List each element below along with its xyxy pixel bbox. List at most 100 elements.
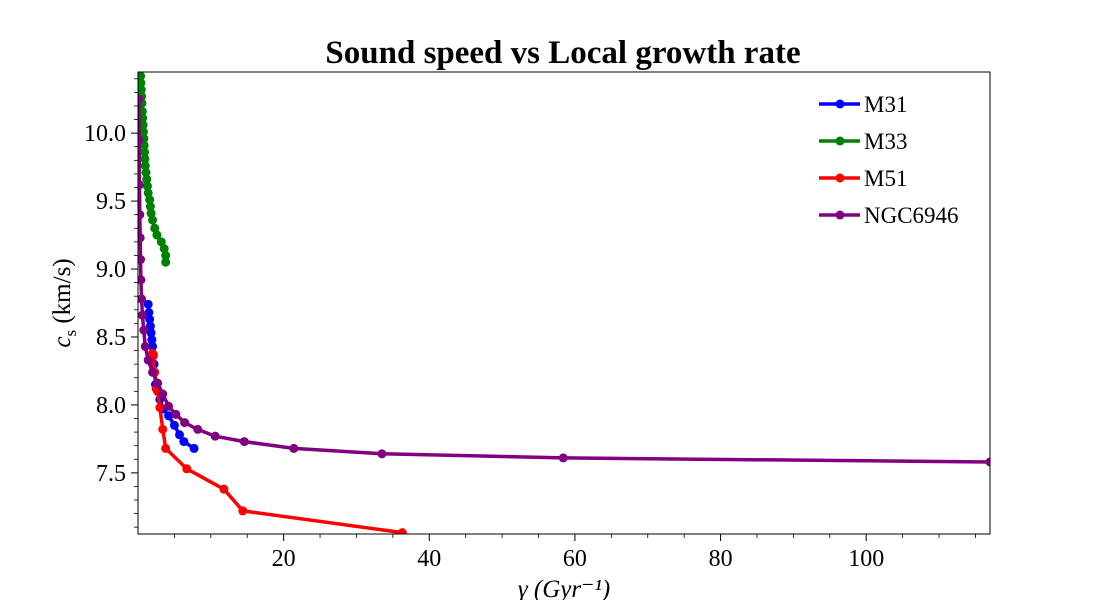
- data-point: [193, 424, 203, 434]
- x-tick-label: 60: [563, 546, 587, 572]
- series-layer: [138, 72, 990, 534]
- data-point: [143, 355, 153, 365]
- legend-item: M51: [819, 166, 907, 191]
- data-point: [985, 457, 990, 467]
- data-point: [377, 449, 387, 459]
- data-point: [158, 389, 168, 399]
- data-point: [145, 321, 155, 331]
- data-point: [148, 341, 158, 351]
- legend-marker: [835, 210, 845, 220]
- data-point: [175, 430, 185, 440]
- data-point: [139, 325, 149, 335]
- legend-label: M31: [864, 92, 907, 117]
- legend-label: NGC6946: [864, 203, 959, 228]
- data-point: [141, 168, 151, 178]
- x-axis-label: γ (Gyr⁻¹): [518, 576, 610, 600]
- y-tick-label: 9.5: [96, 189, 126, 215]
- y-axis: 7.5 8.0 8.5 9.0 9.5 10.0: [84, 78, 138, 528]
- data-point: [146, 208, 156, 218]
- data-point: [397, 528, 407, 534]
- x-tick-label: 80: [709, 546, 733, 572]
- legend-item: M31: [819, 92, 907, 117]
- legend-marker: [835, 173, 845, 183]
- data-point: [138, 94, 144, 104]
- data-point: [152, 230, 162, 240]
- data-point: [138, 180, 144, 190]
- series-line: [150, 352, 403, 534]
- data-point: [289, 443, 299, 453]
- data-point: [164, 401, 174, 411]
- data-point: [138, 210, 145, 220]
- series-line: [138, 99, 990, 464]
- data-point: [146, 328, 156, 338]
- data-point: [161, 250, 171, 260]
- data-point: [169, 420, 179, 430]
- data-point: [138, 135, 144, 145]
- data-point: [140, 161, 150, 171]
- data-point: [147, 335, 157, 345]
- legend-item: NGC6946: [819, 203, 959, 228]
- data-point: [158, 424, 168, 434]
- y-tick-label: 8.5: [96, 325, 126, 351]
- data-point: [145, 314, 155, 324]
- data-point: [138, 275, 146, 285]
- data-point: [143, 299, 153, 309]
- data-point: [155, 403, 165, 413]
- data-point: [138, 127, 148, 137]
- data-point: [148, 215, 158, 225]
- data-point: [150, 223, 160, 233]
- y-tick-label: 7.5: [96, 461, 126, 487]
- legend-label: M33: [864, 129, 907, 154]
- data-point: [138, 310, 147, 320]
- x-axis: 20 40 60 80 100: [174, 534, 976, 572]
- x-tick-label: 40: [417, 546, 441, 572]
- data-point: [161, 443, 171, 453]
- legend-item: M33: [819, 129, 907, 154]
- data-point: [140, 341, 150, 351]
- data-point: [138, 255, 146, 265]
- y-tick-label: 9.0: [96, 257, 126, 283]
- y-axis-label: cs (km/s): [49, 258, 80, 347]
- y-tick-label: 10.0: [84, 121, 126, 147]
- data-point: [189, 443, 199, 453]
- legend-marker: [835, 99, 845, 109]
- data-point: [156, 237, 166, 247]
- data-point: [164, 411, 174, 421]
- data-point: [153, 378, 163, 388]
- series-ngc6946: [138, 94, 990, 467]
- data-point: [145, 195, 155, 205]
- data-point: [558, 453, 568, 463]
- data-point: [140, 147, 150, 157]
- legend-marker: [835, 136, 845, 146]
- data-point: [180, 418, 190, 428]
- data-point: [143, 188, 153, 198]
- data-point: [145, 202, 155, 212]
- data-point: [138, 78, 146, 88]
- data-point: [239, 437, 249, 447]
- data-point: [161, 257, 171, 267]
- data-point: [140, 154, 150, 164]
- chart-title: Sound speed vs Local growth rate: [325, 35, 800, 71]
- y-tick-label: 8.0: [96, 393, 126, 419]
- data-point: [219, 484, 229, 494]
- data-point: [210, 431, 220, 441]
- data-point: [179, 437, 189, 447]
- data-point: [142, 181, 152, 191]
- data-point: [138, 85, 146, 95]
- plot-frame: [137, 71, 991, 535]
- data-point: [138, 233, 145, 243]
- data-point: [159, 244, 169, 254]
- data-point: [182, 464, 192, 474]
- legend: M31 M33 M51 NGC6946: [819, 92, 959, 228]
- legend-label: M51: [864, 166, 907, 191]
- data-point: [142, 174, 152, 184]
- data-point: [171, 409, 181, 419]
- data-point: [138, 294, 147, 304]
- x-tick-label: 20: [272, 546, 296, 572]
- x-tick-label: 100: [848, 546, 884, 572]
- data-point: [238, 506, 248, 516]
- data-point: [138, 120, 148, 130]
- data-point: [148, 367, 158, 377]
- series-m33: [138, 72, 171, 267]
